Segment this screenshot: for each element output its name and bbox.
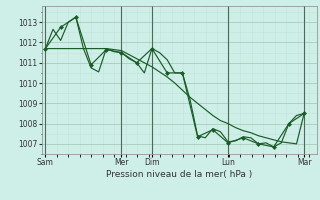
- X-axis label: Pression niveau de la mer( hPa ): Pression niveau de la mer( hPa ): [106, 170, 252, 179]
